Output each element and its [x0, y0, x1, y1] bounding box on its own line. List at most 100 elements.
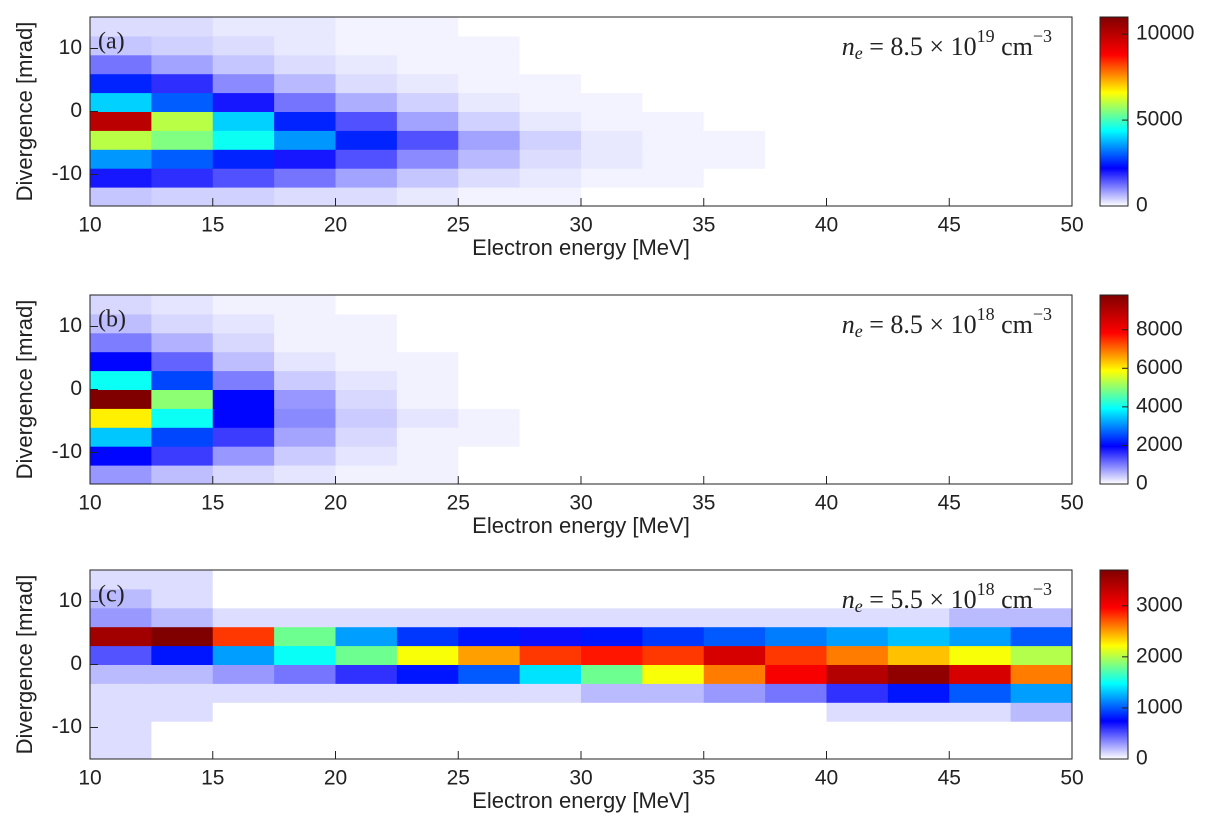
- heatmap-cell: [642, 740, 705, 760]
- annotation-exponent: 18: [977, 304, 995, 324]
- heatmap-cell: [519, 35, 582, 56]
- heatmap-cell: [335, 168, 398, 188]
- heatmap-cell: [90, 370, 152, 390]
- heatmap-cell: [642, 702, 705, 722]
- heatmap-cell: [151, 664, 214, 684]
- heatmap-cell: [519, 149, 582, 169]
- heatmap-cell: [703, 740, 766, 760]
- heatmap-cell: [212, 54, 275, 75]
- heatmap-cell: [1010, 332, 1073, 353]
- heatmap-cell: [274, 607, 336, 628]
- x-axis-label: Electron energy [MeV]: [472, 788, 690, 813]
- heatmap-cell: [335, 149, 398, 169]
- heatmap-cell: [949, 721, 1012, 741]
- heatmap-cell: [581, 427, 643, 447]
- heatmap-cell: [826, 607, 889, 628]
- heatmap-cell: [90, 570, 152, 590]
- heatmap-cell: [1010, 35, 1073, 56]
- heatmap-cell: [826, 168, 889, 188]
- heatmap-cell: [581, 721, 643, 741]
- heatmap-cell: [765, 35, 827, 56]
- heatmap-cell: [887, 588, 950, 609]
- heatmap-cell: [765, 351, 827, 372]
- heatmap-cell: [335, 54, 398, 75]
- heatmap-cell: [703, 332, 766, 353]
- heatmap-cell: [887, 54, 950, 75]
- x-tick-label: 40: [815, 214, 838, 237]
- heatmap-cell: [274, 645, 336, 665]
- heatmap-cell: [765, 465, 827, 485]
- heatmap-cell: [581, 645, 643, 665]
- heatmap-cell: [519, 54, 582, 75]
- heatmap-cell: [396, 683, 459, 703]
- heatmap-cell: [151, 570, 214, 590]
- heatmap-cell: [519, 570, 582, 590]
- colorbar-tick-label: 2000: [1136, 433, 1183, 456]
- heatmap-cell: [396, 721, 459, 741]
- heatmap-cell: [826, 570, 889, 590]
- heatmap-cell: [458, 149, 521, 169]
- heatmap-cell: [642, 168, 705, 188]
- heatmap-cell: [949, 389, 1012, 409]
- heatmap-cell: [396, 645, 459, 665]
- heatmap-cell: [765, 92, 827, 112]
- x-tick-label: 45: [938, 767, 961, 790]
- heatmap-cell: [949, 295, 1012, 315]
- heatmap-cell: [703, 570, 766, 590]
- heatmap-cell: [887, 187, 950, 207]
- heatmap-cell: [519, 111, 582, 131]
- heatmap-cell: [949, 740, 1012, 760]
- heatmap-cell: [458, 607, 521, 628]
- heatmap-cell: [519, 187, 582, 207]
- heatmap-cell: [642, 130, 705, 150]
- heatmap-cell: [1010, 702, 1073, 722]
- y-axis-label: Divergence [mrad]: [12, 575, 37, 755]
- heatmap-cell: [949, 683, 1012, 703]
- panel: 10 15 20 25 30 35 40 45 50 -10 0 10 Electron energy …: [12, 16, 1194, 260]
- heatmap-cell: [90, 702, 152, 722]
- heatmap-cell: [90, 295, 152, 315]
- x-axis-label: Electron energy [MeV]: [472, 235, 690, 260]
- heatmap-cell: [151, 111, 214, 131]
- annotation: ne = 8.5 × 1018 cm−3: [842, 304, 1052, 341]
- heatmap-cell: [642, 295, 705, 315]
- heatmap-cell: [274, 35, 336, 56]
- heatmap-cell: [1010, 54, 1073, 75]
- heatmap-cell: [765, 168, 827, 188]
- panel-label: (a): [98, 29, 125, 55]
- x-tick-label: 45: [938, 492, 961, 515]
- heatmap-cell: [949, 370, 1012, 390]
- heatmap-cell: [458, 54, 521, 75]
- heatmap-cell: [826, 187, 889, 207]
- heatmap-cell: [1010, 683, 1073, 703]
- x-axis-label: Electron energy [MeV]: [472, 513, 690, 538]
- heatmap-cell: [642, 389, 705, 409]
- heatmap-cell: [581, 130, 643, 150]
- heatmap-cell: [212, 73, 275, 94]
- heatmap-cell: [458, 332, 521, 353]
- heatmap-cell: [949, 351, 1012, 372]
- heatmap-cell: [703, 92, 766, 112]
- heatmap-cell: [1010, 351, 1073, 372]
- heatmap-cell: [274, 313, 336, 334]
- heatmap-cell: [212, 626, 275, 647]
- heatmap-cell: [90, 92, 152, 112]
- heatmap-cell: [642, 664, 705, 684]
- heatmap-cell: [335, 332, 398, 353]
- heatmap-cell: [581, 570, 643, 590]
- x-tick-label: 50: [1060, 492, 1083, 515]
- heatmap-cell: [519, 313, 582, 334]
- heatmap-cell: [703, 168, 766, 188]
- colorbar-tick-label: 0: [1136, 472, 1148, 495]
- heatmap-cell: [396, 702, 459, 722]
- x-tick-label: 10: [78, 492, 101, 515]
- heatmap-cell: [90, 740, 152, 760]
- heatmap-cell: [519, 73, 582, 94]
- heatmap-cell: [212, 130, 275, 150]
- heatmap-cell: [1010, 626, 1073, 647]
- heatmap-cell: [335, 626, 398, 647]
- heatmap-cell: [212, 721, 275, 741]
- x-tick-label: 25: [447, 214, 470, 237]
- heatmap-cell: [826, 17, 889, 37]
- heatmap-cell: [642, 370, 705, 390]
